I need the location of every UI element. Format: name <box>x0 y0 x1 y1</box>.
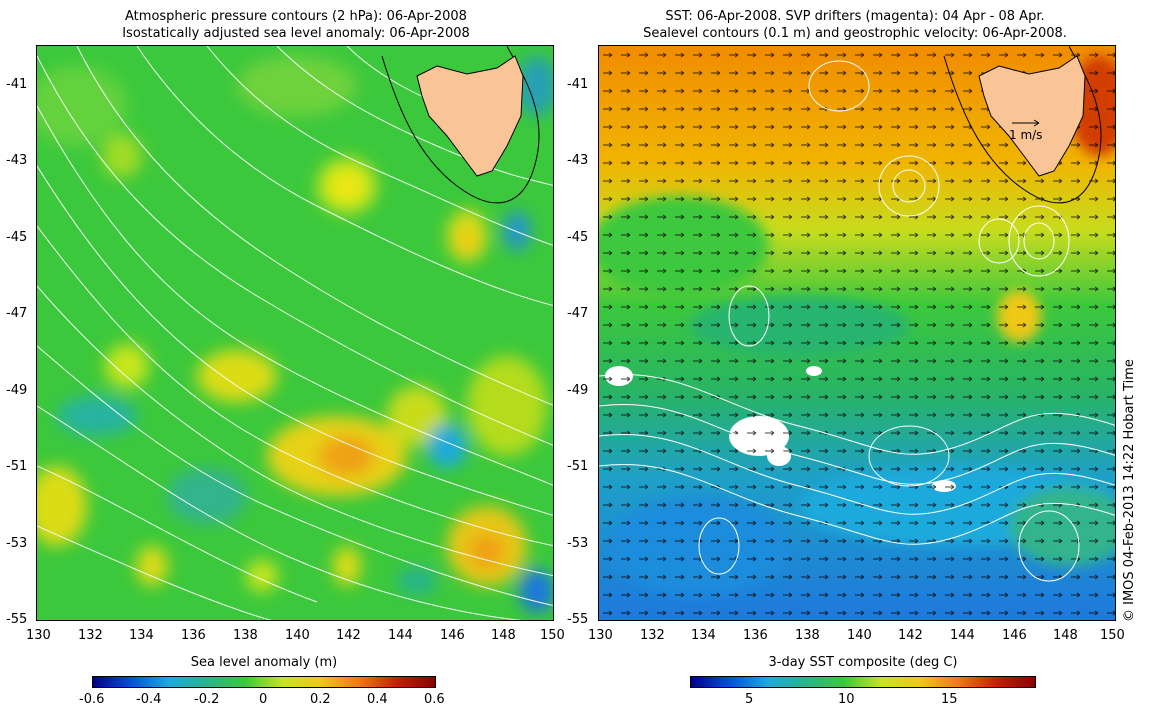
lon-tick: 130 <box>588 628 613 643</box>
lon-tick: 132 <box>78 628 103 643</box>
lon-tick: 138 <box>795 628 820 643</box>
colorbar-tick: 0.2 <box>310 692 331 707</box>
sla-blobs <box>37 56 553 613</box>
lat-tick: -55 <box>567 612 589 627</box>
colorbar-tick: -0.4 <box>136 692 162 707</box>
lon-tick: 150 <box>540 628 565 643</box>
colorbar-tick: 0 <box>259 692 268 707</box>
lat-tick: -55 <box>6 612 28 627</box>
colorbar-tick: 0.6 <box>424 692 445 707</box>
lon-tick: 140 <box>285 628 310 643</box>
colorbar-tick: 5 <box>745 692 754 707</box>
lat-tick: -45 <box>6 230 28 245</box>
sst-tasmania-landmass <box>978 55 1086 177</box>
lat-tick: -51 <box>6 459 28 474</box>
copyright-credit: © IMOS 04-Feb-2013 14:22 Hobart Time <box>1122 359 1137 622</box>
right-title: SST: 06-Apr-2008. SVP drifters (magenta)… <box>570 8 1140 42</box>
bathymetry-contour <box>381 46 540 204</box>
lat-tick: -43 <box>567 153 589 168</box>
sea-level-contours <box>599 60 1115 582</box>
sea-level-anomaly-map <box>36 45 554 621</box>
right-title-line1: SST: 06-Apr-2008. SVP drifters (magenta)… <box>665 9 1045 24</box>
sla-colorbar <box>92 676 436 688</box>
lon-tick: 132 <box>640 628 665 643</box>
left-title-line2: Isostatically adjusted sea level anomaly… <box>122 26 470 41</box>
sla-map-svg <box>37 46 553 620</box>
sst-bathymetry-contour <box>943 46 1102 204</box>
lat-tick: -47 <box>6 306 28 321</box>
colorbar-tick: 10 <box>838 692 855 707</box>
lon-tick: 146 <box>440 628 465 643</box>
lon-tick: 142 <box>898 628 923 643</box>
colorbar-tick: 15 <box>941 692 958 707</box>
sst-map-svg: 1 m/s <box>599 46 1115 620</box>
colorbar-tick: -0.6 <box>79 692 105 707</box>
lon-tick: 140 <box>847 628 872 643</box>
lon-tick: 148 <box>1053 628 1078 643</box>
lat-tick: -53 <box>6 536 28 551</box>
velocity-scale-arrow <box>1012 119 1040 127</box>
colorbar-tick: 0.4 <box>367 692 388 707</box>
lon-tick: 136 <box>181 628 206 643</box>
lon-tick: 144 <box>950 628 975 643</box>
colorbar-tick: -0.2 <box>194 692 220 707</box>
lat-tick: -47 <box>567 306 589 321</box>
sst-colorbar-title: 3-day SST composite (deg C) <box>768 655 958 670</box>
lon-tick: 146 <box>1002 628 1027 643</box>
lon-tick: 134 <box>691 628 716 643</box>
lon-tick: 138 <box>233 628 258 643</box>
right-title-line2: Sealevel contours (0.1 m) and geostrophi… <box>643 26 1067 41</box>
lon-tick: 136 <box>743 628 768 643</box>
lat-tick: -51 <box>567 459 589 474</box>
lon-tick: 142 <box>336 628 361 643</box>
lat-tick: -41 <box>567 77 589 92</box>
left-title-line1: Atmospheric pressure contours (2 hPa): 0… <box>125 9 467 24</box>
lat-tick: -43 <box>6 153 28 168</box>
lat-tick: -45 <box>567 230 589 245</box>
lon-tick: 134 <box>129 628 154 643</box>
lat-tick: -49 <box>567 383 589 398</box>
lat-tick: -49 <box>6 383 28 398</box>
sla-colorbar-title: Sea level anomaly (m) <box>190 655 338 670</box>
sst-map: 1 m/s <box>598 45 1116 621</box>
lon-tick: 130 <box>26 628 51 643</box>
velocity-scale-label: 1 m/s <box>1009 128 1042 142</box>
lon-tick: 144 <box>388 628 413 643</box>
left-title: Atmospheric pressure contours (2 hPa): 0… <box>36 8 556 42</box>
lat-tick: -41 <box>6 77 28 92</box>
lat-tick: -53 <box>567 536 589 551</box>
lon-tick: 150 <box>1100 628 1125 643</box>
sst-colorbar <box>690 676 1036 688</box>
tasmania-landmass <box>416 55 524 177</box>
lon-tick: 148 <box>491 628 516 643</box>
